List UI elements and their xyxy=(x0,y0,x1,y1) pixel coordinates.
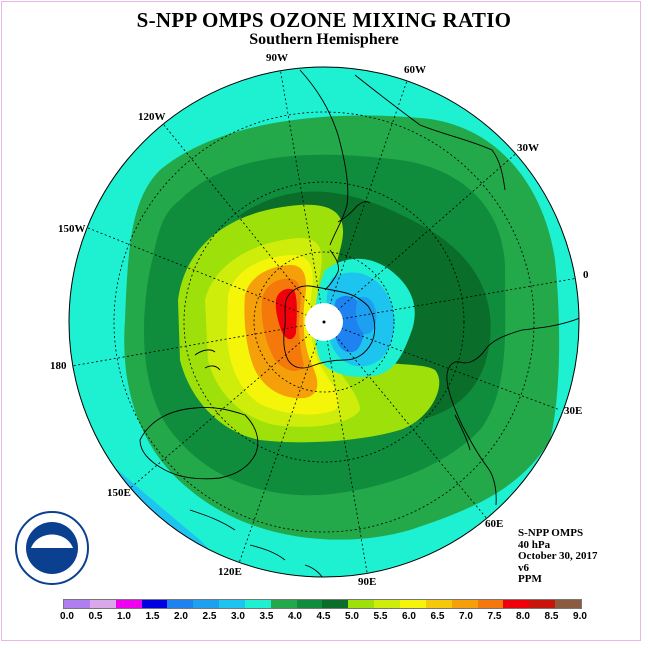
colorbar-swatch-8 xyxy=(270,600,297,608)
colorbar-tick-label: 8.0 xyxy=(516,611,530,622)
lon-label-60e: 60E xyxy=(485,518,504,530)
lon-label-120e: 120E xyxy=(218,566,242,578)
colorbar-swatch-0 xyxy=(64,600,90,608)
coastlines xyxy=(139,69,579,577)
meridian-30e xyxy=(323,321,561,411)
colorbar-tick-label: 6.0 xyxy=(402,611,416,622)
lon-label-0: 0 xyxy=(583,269,589,281)
colorbar-swatch-15 xyxy=(451,600,478,608)
contour-8.0 xyxy=(275,288,297,340)
colorbar-tick-label: 7.0 xyxy=(459,611,473,622)
contour-3.0-inner xyxy=(355,296,377,335)
lon-label-60w: 60W xyxy=(404,64,426,76)
colorbar-swatch-14 xyxy=(425,600,452,608)
colorbar-tick-label: 5.5 xyxy=(373,611,388,622)
meridian-120w xyxy=(159,119,325,323)
lon-label-90w: 90W xyxy=(266,52,288,64)
colorbar-swatch-7 xyxy=(244,600,271,608)
figure-frame xyxy=(1,1,641,641)
colorbar-swatch-16 xyxy=(477,600,504,608)
colorbar-swatch-12 xyxy=(374,600,400,608)
meridian-30w xyxy=(323,149,521,323)
colorbar-swatch-3 xyxy=(141,600,168,608)
info-instrument: S-NPP OMPS xyxy=(518,527,584,539)
colorbar-swatch-18 xyxy=(529,600,556,608)
colorbar-tick-label: 1.0 xyxy=(117,611,131,622)
info-date: October 30, 2017 xyxy=(518,550,598,562)
colorbar-tick-label: 6.5 xyxy=(430,611,445,622)
colorbar-tick-label: 0.5 xyxy=(88,611,103,622)
colorbar-tick-label: 3.0 xyxy=(231,611,245,622)
colorbar-tick-label: 9.0 xyxy=(573,611,587,622)
colorbar-tick-label: 4.5 xyxy=(316,611,331,622)
lon-label-120w: 120W xyxy=(138,111,166,123)
latitude-circle-2 xyxy=(183,181,465,463)
colorbar-tick-label: 3.5 xyxy=(259,611,274,622)
latitude-circle-1 xyxy=(253,251,395,393)
antarctic-peninsula-coast xyxy=(324,249,339,291)
colorbar-swatch-19 xyxy=(555,600,581,608)
new-zealand-coast xyxy=(194,349,221,371)
meridian-150w xyxy=(87,227,325,323)
colorbar-swatch-4 xyxy=(167,600,194,608)
colorbar-swatch-17 xyxy=(503,600,530,608)
indonesia-coast xyxy=(189,509,326,577)
ozone-field xyxy=(69,67,579,577)
info-units: PPM xyxy=(518,573,542,585)
lon-label-150e: 150E xyxy=(107,487,131,499)
lon-label-90e: 90E xyxy=(358,576,377,588)
latitude-circle-3 xyxy=(113,111,535,533)
colorbar-tick-label: 8.5 xyxy=(544,611,559,622)
meridian-90e xyxy=(323,321,369,577)
meridian-60w xyxy=(323,71,411,323)
map-subtitle: Southern Hemisphere xyxy=(249,31,399,48)
lon-label-30e: 30E xyxy=(564,405,583,417)
info-version: v6 xyxy=(518,561,529,574)
map-boundary xyxy=(68,66,580,578)
australia-coast xyxy=(139,407,259,480)
antarctica-coast xyxy=(283,285,376,369)
africa-coast xyxy=(446,317,579,506)
graticule xyxy=(71,67,579,577)
madagascar-coast xyxy=(454,414,471,451)
colorbar-swatch-6 xyxy=(219,600,245,608)
map-title: S-NPP OMPS OZONE MIXING RATIO xyxy=(136,8,512,32)
colorbar-swatch-11 xyxy=(348,600,375,608)
meridian-180 xyxy=(71,321,325,367)
colorbar-tick-label: 4.0 xyxy=(288,611,302,622)
colorbar-tick-label: 0.0 xyxy=(60,611,74,622)
colorbar-swatch-2 xyxy=(115,600,142,608)
colorbar-tick-label: 2.0 xyxy=(174,611,188,622)
south-america-coast xyxy=(299,69,506,246)
colorbar-tick-label: 2.5 xyxy=(202,611,217,622)
colorbar-swatch-5 xyxy=(193,600,220,608)
colorbar-tick-label: 5.0 xyxy=(345,611,359,622)
colorbar xyxy=(63,599,582,609)
colorbar-swatch-10 xyxy=(322,600,349,608)
colorbar-tick-label: 7.5 xyxy=(487,611,502,622)
colorbar-tick-label: 1.5 xyxy=(145,611,160,622)
colorbar-swatch-1 xyxy=(89,600,116,608)
info-block: S-NPP OMPS 40 hPa October 30, 2017 v6 PP… xyxy=(518,527,598,586)
logo-bird xyxy=(31,534,73,548)
noaa-logo: NOAA xyxy=(15,511,89,585)
lon-label-180: 180 xyxy=(50,360,67,372)
logo-text: NOAA xyxy=(39,540,66,550)
info-level: 40 hPa xyxy=(518,538,551,551)
colorbar-swatch-13 xyxy=(399,600,426,608)
pole-dot xyxy=(322,320,326,324)
lon-label-30w: 30W xyxy=(517,142,539,154)
colorbar-swatch-9 xyxy=(296,600,323,608)
lon-label-150w: 150W xyxy=(58,223,86,235)
